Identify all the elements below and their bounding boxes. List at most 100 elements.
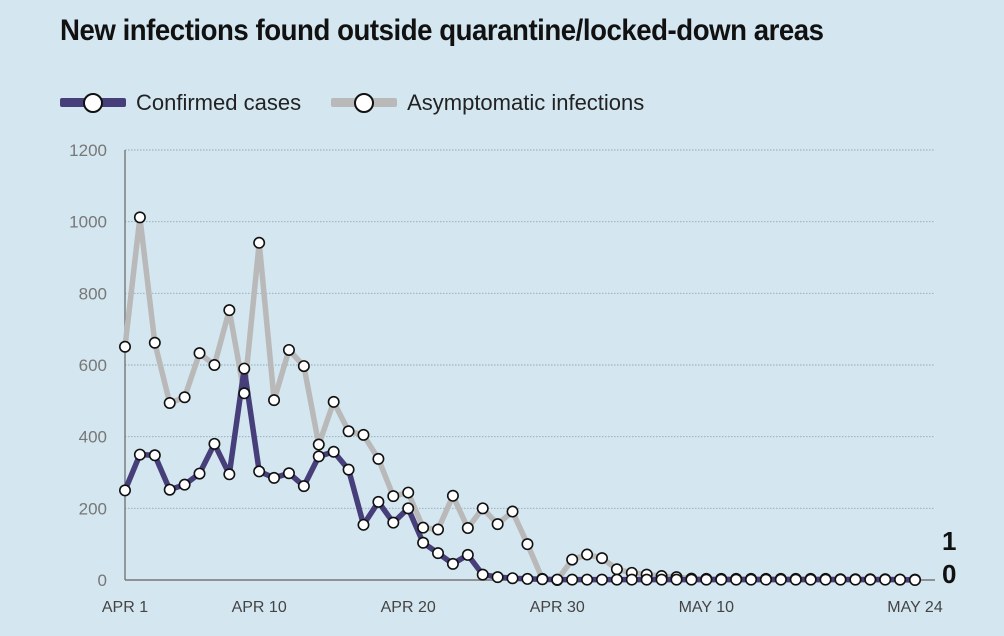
point-confirmed-31 (566, 573, 579, 586)
point-confirmed-39 (685, 573, 698, 586)
point-asymptomatic-19 (387, 490, 400, 503)
point-confirmed-30 (551, 573, 564, 586)
x-tick-label-apr-30: APR 30 (530, 599, 585, 616)
point-confirmed-27 (506, 572, 519, 585)
x-tick-label-may-24: MAY 24 (887, 599, 943, 616)
chart-title: New infections found outside quarantine/… (60, 14, 824, 47)
point-confirmed-22 (432, 547, 445, 560)
point-asymptomatic-12 (282, 343, 295, 356)
y-tick-label-1200: 1200 (69, 141, 107, 160)
point-confirmed-33 (595, 573, 608, 586)
legend-swatch-asymptomatic (331, 88, 398, 118)
point-confirmed-2 (133, 448, 146, 461)
point-asymptomatic-31 (566, 553, 579, 566)
point-confirmed-52 (879, 573, 892, 586)
y-tick-label-400: 400 (79, 428, 107, 447)
point-asymptomatic-1 (119, 340, 132, 353)
point-confirmed-17 (357, 518, 370, 531)
point-asymptomatic-16 (342, 425, 355, 438)
point-asymptomatic-21 (417, 521, 430, 534)
point-confirmed-12 (282, 467, 295, 480)
point-confirmed-25 (476, 568, 489, 581)
chart-legend: Confirmed cases Asymptomatic infections (60, 86, 674, 120)
point-confirmed-9 (238, 362, 251, 375)
point-confirmed-21 (417, 536, 430, 549)
point-confirmed-1 (119, 484, 132, 497)
y-tick-label-200: 200 (79, 499, 107, 518)
legend-label-asymptomatic: Asymptomatic infections (407, 90, 645, 115)
point-confirmed-50 (849, 573, 862, 586)
legend-item-asymptomatic: Asymptomatic infections (331, 88, 644, 118)
y-tick-label-0: 0 (98, 571, 107, 590)
point-asymptomatic-34 (610, 563, 623, 576)
point-confirmed-18 (372, 495, 385, 508)
point-asymptomatic-18 (372, 452, 385, 465)
point-asymptomatic-6 (193, 347, 206, 360)
point-confirmed-13 (297, 480, 310, 493)
x-tick-label-apr-20: APR 20 (381, 599, 436, 616)
point-confirmed-46 (789, 573, 802, 586)
x-tick-label-apr-1: APR 1 (102, 599, 148, 616)
point-confirmed-7 (208, 437, 221, 450)
point-confirmed-54 (908, 573, 921, 586)
point-asymptomatic-33 (595, 552, 608, 565)
point-confirmed-42 (730, 573, 743, 586)
point-confirmed-37 (655, 573, 668, 586)
y-tick-label-1000: 1000 (69, 213, 107, 232)
legend-swatch-confirmed (60, 88, 126, 118)
point-asymptomatic-14 (312, 438, 325, 451)
point-confirmed-47 (804, 573, 817, 586)
point-asymptomatic-10 (253, 236, 266, 249)
point-confirmed-38 (670, 573, 683, 586)
point-confirmed-5 (178, 478, 191, 491)
point-asymptomatic-5 (178, 391, 191, 404)
point-confirmed-28 (521, 572, 534, 585)
point-asymptomatic-17 (357, 428, 370, 441)
point-confirmed-53 (894, 573, 907, 586)
point-confirmed-19 (387, 516, 400, 529)
legend-label-confirmed: Confirmed cases (136, 90, 302, 115)
point-confirmed-14 (312, 450, 325, 463)
end-label-asymptomatic: 1 (942, 526, 956, 556)
point-confirmed-8 (223, 468, 236, 481)
point-asymptomatic-2 (133, 211, 146, 224)
point-confirmed-44 (759, 573, 772, 586)
x-tick-label-apr-10: APR 10 (232, 599, 287, 616)
point-asymptomatic-11 (268, 394, 281, 407)
series-line-confirmed (122, 365, 918, 583)
point-confirmed-35 (625, 573, 638, 586)
point-asymptomatic-26 (491, 518, 504, 531)
point-asymptomatic-27 (506, 505, 519, 518)
end-label-confirmed: 0 (942, 559, 956, 589)
point-confirmed-6 (193, 467, 206, 480)
legend-item-confirmed: Confirmed cases (60, 88, 301, 118)
point-confirmed-11 (268, 471, 281, 484)
point-asymptomatic-8 (223, 304, 236, 317)
point-asymptomatic-22 (432, 523, 445, 536)
point-confirmed-45 (774, 573, 787, 586)
point-confirmed-48 (819, 573, 832, 586)
point-asymptomatic-15 (327, 395, 340, 408)
point-asymptomatic-24 (461, 522, 474, 535)
point-confirmed-10 (253, 465, 266, 478)
point-confirmed-26 (491, 571, 504, 584)
point-confirmed-16 (342, 463, 355, 476)
point-asymptomatic-32 (581, 548, 594, 561)
point-asymptomatic-9 (238, 387, 251, 400)
point-confirmed-32 (581, 573, 594, 586)
point-confirmed-34 (610, 573, 623, 586)
point-asymptomatic-28 (521, 538, 534, 551)
point-asymptomatic-20 (402, 486, 415, 499)
point-confirmed-41 (715, 573, 728, 586)
point-asymptomatic-25 (476, 502, 489, 515)
point-confirmed-3 (148, 449, 161, 462)
point-asymptomatic-4 (163, 396, 176, 409)
y-tick-label-600: 600 (79, 356, 107, 375)
point-confirmed-43 (745, 573, 758, 586)
point-confirmed-4 (163, 483, 176, 496)
point-confirmed-29 (536, 573, 549, 586)
point-asymptomatic-13 (297, 360, 310, 373)
point-confirmed-15 (327, 445, 340, 458)
